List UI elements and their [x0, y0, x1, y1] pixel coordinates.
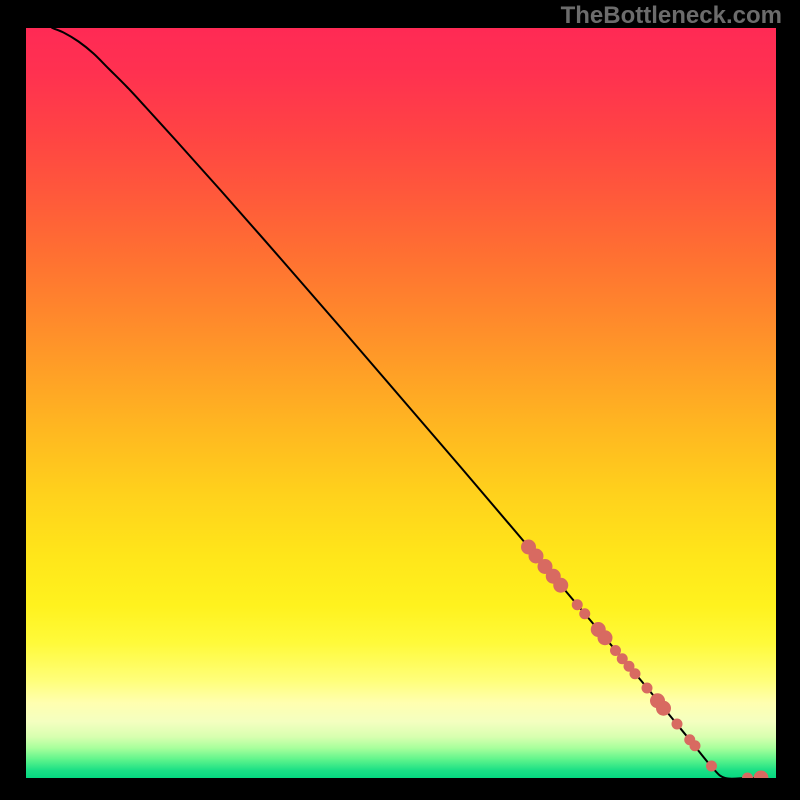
data-point — [598, 631, 612, 645]
data-point — [642, 683, 652, 693]
plot-svg — [26, 28, 776, 778]
data-point — [580, 609, 590, 619]
chart-container: TheBottleneck.com — [0, 0, 800, 800]
data-point — [611, 646, 621, 656]
data-point — [657, 701, 671, 715]
data-point — [630, 669, 640, 679]
data-point — [554, 578, 568, 592]
data-point — [690, 741, 700, 751]
gradient-background — [26, 28, 776, 778]
data-point — [572, 600, 582, 610]
data-point — [672, 719, 682, 729]
data-point — [707, 761, 717, 771]
plot-area — [26, 28, 776, 778]
attribution-text: TheBottleneck.com — [561, 2, 782, 30]
